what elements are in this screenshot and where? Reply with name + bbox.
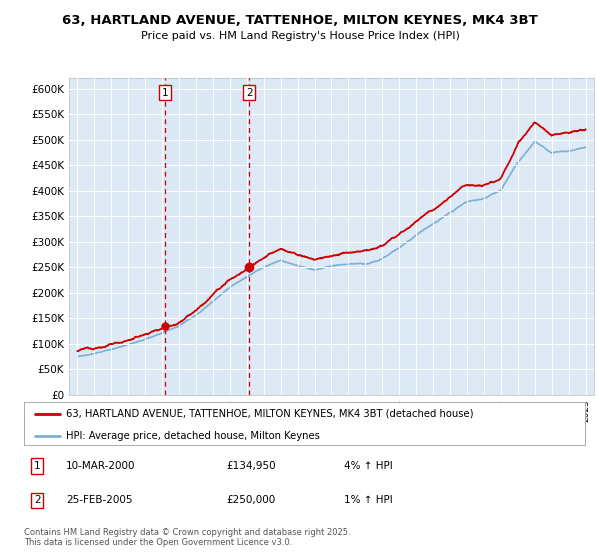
Text: 1: 1 [34,461,41,471]
Text: 1: 1 [162,87,169,97]
Text: £134,950: £134,950 [226,461,275,471]
Text: 4% ↑ HPI: 4% ↑ HPI [344,461,392,471]
Text: HPI: Average price, detached house, Milton Keynes: HPI: Average price, detached house, Milt… [66,431,320,441]
Text: 1% ↑ HPI: 1% ↑ HPI [344,495,392,505]
Text: 63, HARTLAND AVENUE, TATTENHOE, MILTON KEYNES, MK4 3BT (detached house): 63, HARTLAND AVENUE, TATTENHOE, MILTON K… [66,409,473,419]
Text: 10-MAR-2000: 10-MAR-2000 [66,461,136,471]
Text: £250,000: £250,000 [226,495,275,505]
Text: Contains HM Land Registry data © Crown copyright and database right 2025.
This d: Contains HM Land Registry data © Crown c… [24,528,350,547]
Text: Price paid vs. HM Land Registry's House Price Index (HPI): Price paid vs. HM Land Registry's House … [140,31,460,41]
Text: 2: 2 [34,495,41,505]
Text: 25-FEB-2005: 25-FEB-2005 [66,495,133,505]
Text: 63, HARTLAND AVENUE, TATTENHOE, MILTON KEYNES, MK4 3BT: 63, HARTLAND AVENUE, TATTENHOE, MILTON K… [62,14,538,27]
Text: 2: 2 [246,87,253,97]
